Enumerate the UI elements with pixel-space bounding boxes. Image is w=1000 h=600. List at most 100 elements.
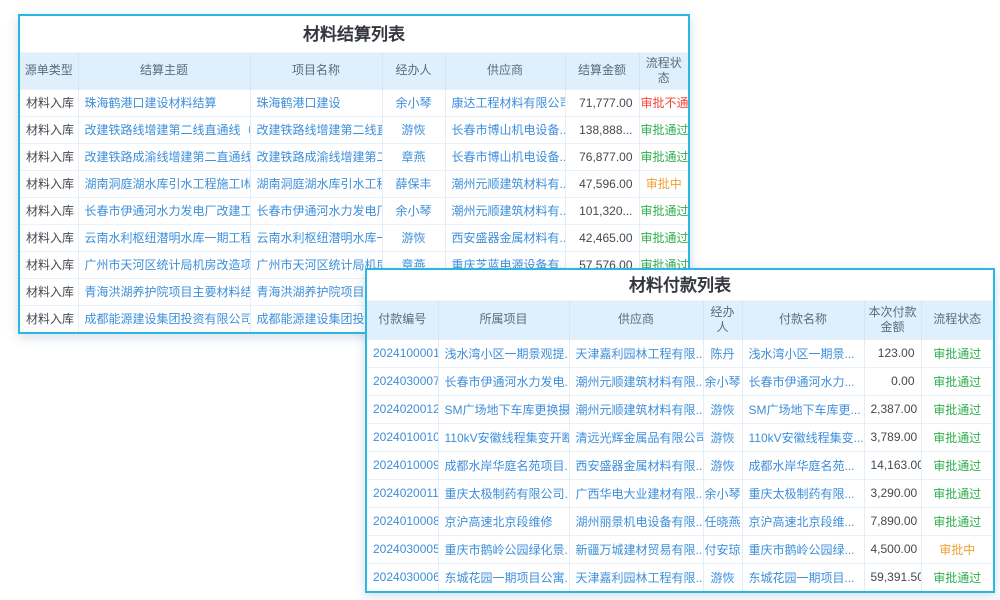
cell-project-link[interactable]: 成都水岸华庭名苑项目...	[438, 450, 570, 479]
cell-supplier-link[interactable]: 西安盛器金属材料有...	[445, 223, 566, 251]
cell-payment-no-link[interactable]: 2024100001	[367, 338, 439, 367]
cell-amount: 4,500.00	[864, 534, 922, 563]
cell-subject-link[interactable]: 珠海鹤港口建设材料结算	[78, 88, 251, 116]
cell-supplier-link[interactable]: 长春市博山机电设备...	[445, 115, 566, 143]
cell-supplier-link[interactable]: 潮州元顺建筑材料有...	[445, 196, 566, 224]
cell-payment-no-link[interactable]: 2024030005	[367, 534, 439, 563]
cell-payment-name-link[interactable]: 东城花园一期项目...	[742, 562, 865, 591]
cell-project-link[interactable]: 成都能源建设集团投资有...	[250, 304, 383, 332]
cell-subject-link[interactable]: 改建铁路线增建第二线直通线（成...	[78, 115, 251, 143]
cell-payment-name-link[interactable]: 浅水湾小区一期景...	[742, 338, 865, 367]
cell-project-link[interactable]: 浅水湾小区一期景观提...	[438, 338, 570, 367]
table-row: 材料入库改建铁路线增建第二线直通线（成...改建铁路线增建第二线直...游恢长春…	[20, 115, 688, 143]
cell-supplier-link[interactable]: 湖州丽景机电设备有限...	[569, 506, 704, 535]
cell-project-link[interactable]: 改建铁路成渝线增建第二...	[250, 142, 383, 170]
cell-handler-link[interactable]: 章燕	[382, 142, 446, 170]
column-header-source-type: 源单类型	[20, 53, 79, 89]
cell-payment-no-link[interactable]: 2024020012	[367, 394, 439, 423]
cell-payment-name-link[interactable]: 京沪高速北京段维...	[742, 506, 865, 535]
cell-handler-link[interactable]: 游恢	[382, 115, 446, 143]
cell-supplier-link[interactable]: 潮州元顺建筑材料有限...	[569, 394, 704, 423]
cell-handler-link[interactable]: 余小琴	[382, 88, 446, 116]
cell-status-badge: 审批通过	[639, 115, 688, 143]
column-header-subject: 结算主题	[78, 53, 251, 89]
cell-supplier-link[interactable]: 广西华电大业建材有限...	[569, 478, 704, 507]
cell-project-link[interactable]: SM广场地下车库更换摄...	[438, 394, 570, 423]
cell-source-type: 材料入库	[20, 304, 79, 332]
cell-status-badge: 审批通过	[921, 338, 993, 367]
cell-payment-no-link[interactable]: 2024030007	[367, 366, 439, 395]
cell-project-link[interactable]: 东城花园一期项目公寓...	[438, 562, 570, 591]
cell-supplier-link[interactable]: 天津嘉利园林工程有限...	[569, 338, 704, 367]
cell-handler-link[interactable]: 余小琴	[703, 366, 743, 395]
column-header-payment-no: 付款编号	[367, 301, 439, 339]
cell-status-badge: 审批通过	[639, 223, 688, 251]
table-row: 2024010010110kV安徽线程集变开断...清远光辉金属品有限公司游恢1…	[367, 422, 993, 451]
cell-subject-link[interactable]: 湖南洞庭湖水库引水工程施工I标材...	[78, 169, 251, 197]
cell-supplier-link[interactable]: 清远光辉金属品有限公司	[569, 422, 704, 451]
cell-payment-no-link[interactable]: 2024010008	[367, 506, 439, 535]
cell-status-badge: 审批通过	[921, 506, 993, 535]
cell-subject-link[interactable]: 青海洪湖养护院项目主要材料结算	[78, 277, 251, 305]
column-header-handler: 经办人	[382, 53, 446, 89]
table-row: 2024010008 京沪高速北京段维修 湖州丽景机电设备有限... 任晓燕 京沪高速北…	[367, 506, 993, 535]
cell-handler-link[interactable]: 游恢	[703, 422, 743, 451]
cell-supplier-link[interactable]: 潮州元顺建筑材料有限...	[569, 366, 704, 395]
cell-project-link[interactable]: 长春市伊通河水力发电厂...	[250, 196, 383, 224]
cell-project-link[interactable]: 京沪高速北京段维修	[438, 506, 570, 535]
cell-source-type: 材料入库	[20, 196, 79, 224]
cell-payment-no-link[interactable]: 2024030006	[367, 562, 439, 591]
cell-handler-link[interactable]: 游恢	[382, 223, 446, 251]
cell-project-link[interactable]: 珠海鹤港口建设	[250, 88, 383, 116]
cell-subject-link[interactable]: 云南水利枢纽潜明水库一期工程施...	[78, 223, 251, 251]
cell-project-link[interactable]: 云南水利枢纽潜明水库一...	[250, 223, 383, 251]
cell-supplier-link[interactable]: 新疆万城建材贸易有限...	[569, 534, 704, 563]
cell-subject-link[interactable]: 成都能源建设集团投资有限公司临...	[78, 304, 251, 332]
cell-supplier-link[interactable]: 西安盛器金属材料有限...	[569, 450, 704, 479]
cell-project-link[interactable]: 110kV安徽线程集变开断...	[438, 422, 570, 451]
cell-status-badge: 审批通过	[921, 422, 993, 451]
settlement-table-title: 材料结算列表	[20, 16, 688, 53]
cell-handler-link[interactable]: 游恢	[703, 394, 743, 423]
cell-handler-link[interactable]: 余小琴	[382, 196, 446, 224]
cell-handler-link[interactable]: 余小琴	[703, 478, 743, 507]
cell-handler-link[interactable]: 陈丹	[703, 338, 743, 367]
cell-payment-name-link[interactable]: 长春市伊通河水力...	[742, 366, 865, 395]
cell-handler-link[interactable]: 游恢	[703, 450, 743, 479]
cell-subject-link[interactable]: 长春市伊通河水力发电厂改建工程...	[78, 196, 251, 224]
cell-handler-link[interactable]: 薛保丰	[382, 169, 446, 197]
cell-handler-link[interactable]: 任晓燕	[703, 506, 743, 535]
cell-source-type: 材料入库	[20, 223, 79, 251]
table-row: 材料入库湖南洞庭湖水库引水工程施工I标材...湖南洞庭湖水库引水工程...薛保丰…	[20, 169, 688, 197]
cell-payment-no-link[interactable]: 2024010009	[367, 450, 439, 479]
cell-project-link[interactable]: 广州市天河区统计局机房...	[250, 250, 383, 278]
cell-handler-link[interactable]: 付安琼	[703, 534, 743, 563]
cell-project-link[interactable]: 改建铁路线增建第二线直...	[250, 115, 383, 143]
cell-payment-name-link[interactable]: 110kV安徽线程集变...	[742, 422, 865, 451]
cell-supplier-link[interactable]: 长春市博山机电设备...	[445, 142, 566, 170]
cell-handler-link[interactable]: 游恢	[703, 562, 743, 591]
cell-payment-name-link[interactable]: 成都水岸华庭名苑...	[742, 450, 865, 479]
cell-project-link[interactable]: 重庆市鹅岭公园绿化景...	[438, 534, 570, 563]
cell-status-badge: 审批通过	[921, 394, 993, 423]
cell-project-link[interactable]: 重庆太极制药有限公司...	[438, 478, 570, 507]
cell-payment-name-link[interactable]: SM广场地下车库更...	[742, 394, 865, 423]
cell-supplier-link[interactable]: 康达工程材料有限公司	[445, 88, 566, 116]
cell-amount: 2,387.00	[864, 394, 922, 423]
cell-payment-name-link[interactable]: 重庆太极制药有限...	[742, 478, 865, 507]
table-row: 材料入库改建铁路成渝线增建第二直通线（...改建铁路成渝线增建第二...章燕长春…	[20, 142, 688, 170]
cell-payment-no-link[interactable]: 2024010010	[367, 422, 439, 451]
cell-supplier-link[interactable]: 天津嘉利园林工程有限...	[569, 562, 704, 591]
cell-subject-link[interactable]: 广州市天河区统计局机房改造项目...	[78, 250, 251, 278]
cell-payment-name-link[interactable]: 重庆市鹅岭公园绿...	[742, 534, 865, 563]
cell-project-link[interactable]: 湖南洞庭湖水库引水工程...	[250, 169, 383, 197]
cell-amount: 0.00	[864, 366, 922, 395]
cell-supplier-link[interactable]: 潮州元顺建筑材料有...	[445, 169, 566, 197]
column-header-payment-name: 付款名称	[742, 301, 865, 339]
cell-status-badge: 审批中	[639, 169, 688, 197]
cell-project-link[interactable]: 青海洪湖养护院项目	[250, 277, 383, 305]
cell-project-link[interactable]: 长春市伊通河水力发电...	[438, 366, 570, 395]
cell-subject-link[interactable]: 改建铁路成渝线增建第二直通线（...	[78, 142, 251, 170]
cell-payment-no-link[interactable]: 2024020011	[367, 478, 439, 507]
